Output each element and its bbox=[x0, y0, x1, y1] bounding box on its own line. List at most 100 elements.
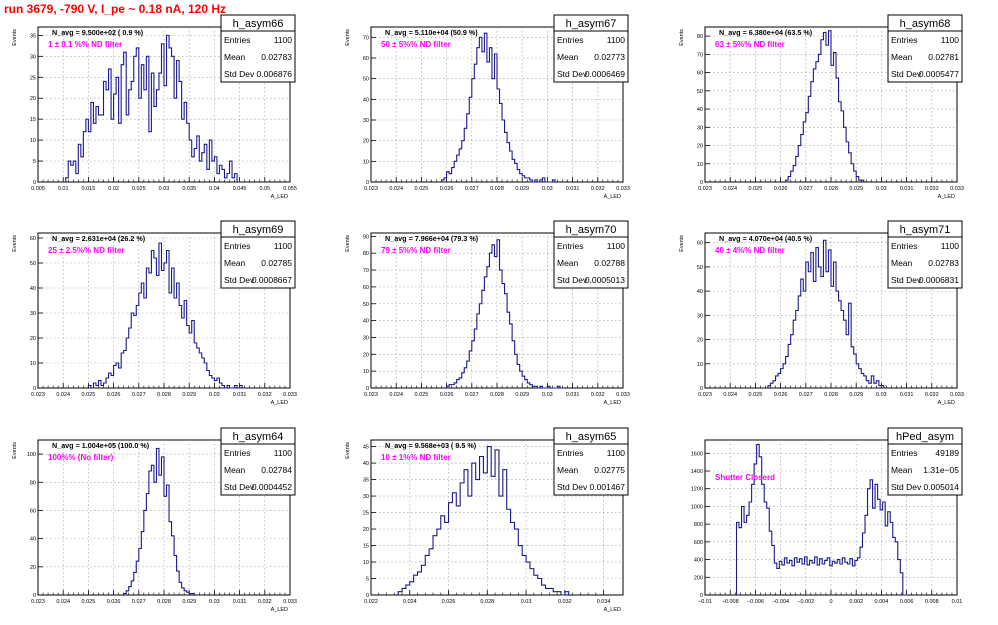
x-tick-label: 0.032 bbox=[258, 599, 272, 605]
x-tick-label: 0.026 bbox=[107, 599, 121, 605]
x-tick-label: 0.05 bbox=[259, 186, 270, 192]
y-tick-label: 10 bbox=[363, 159, 369, 165]
stats-value: 0.02773 bbox=[594, 52, 625, 62]
stats-label: Mean bbox=[557, 52, 579, 62]
x-tick-label: 0.006 bbox=[900, 599, 914, 605]
x-tick-label: 0.03 bbox=[876, 392, 887, 398]
x-tick-label: 0.028 bbox=[824, 392, 838, 398]
x-tick-label: 0.031 bbox=[900, 186, 914, 192]
stats-label: Std Dev bbox=[891, 482, 922, 492]
x-tick-label: 0.025 bbox=[82, 392, 96, 398]
stats-label: Mean bbox=[557, 258, 579, 268]
stats-value: 0.005014 bbox=[924, 482, 960, 492]
x-tick-label: −0.01 bbox=[698, 599, 712, 605]
stats-value: 0.0005477 bbox=[919, 69, 959, 79]
y-tick-label: 20 bbox=[697, 338, 703, 344]
filter-label: Shutter Closerd bbox=[715, 473, 775, 482]
x-tick-label: 0.025 bbox=[82, 599, 96, 605]
y-tick-label: 20 bbox=[30, 96, 36, 102]
stats-label: Entries bbox=[891, 448, 917, 458]
histogram-panel-h_asym68: 0.023 0.024 0.025 0.026 0.027 0.028 0.029 0.03 0… bbox=[679, 14, 964, 200]
navg-label: N_avg = 9.500e+02 ( 0.9 %) bbox=[52, 28, 144, 37]
y-axis-label: Events bbox=[679, 235, 685, 252]
y-tick-label: 20 bbox=[363, 352, 369, 358]
x-tick-label: 0.023 bbox=[364, 392, 378, 398]
y-tick-label: 50 bbox=[30, 261, 36, 267]
y-tick-label: 10 bbox=[697, 162, 703, 168]
x-tick-label: 0.032 bbox=[925, 186, 939, 192]
y-tick-label: 30 bbox=[697, 125, 703, 131]
histogram-panel-h_asym67: 0.023 0.024 0.025 0.026 0.027 0.028 0.029 0.03 0… bbox=[345, 14, 630, 200]
x-axis-label: A_LED bbox=[271, 607, 288, 613]
y-tick-label: 30 bbox=[363, 118, 369, 124]
x-tick-label: 0.027 bbox=[799, 186, 813, 192]
y-tick-label: 0 bbox=[366, 180, 369, 186]
y-tick-label: 5 bbox=[33, 159, 36, 165]
y-tick-label: 400 bbox=[694, 558, 703, 564]
x-tick-label: 0.03 bbox=[876, 186, 887, 192]
stats-label: Mean bbox=[891, 258, 913, 268]
y-tick-label: 0 bbox=[366, 386, 369, 392]
x-tick-label: 0.022 bbox=[364, 599, 378, 605]
stats-title: h_asym71 bbox=[900, 224, 951, 236]
x-tick-label: 0.023 bbox=[364, 186, 378, 192]
x-tick-label: 0.008 bbox=[925, 599, 939, 605]
histogram-panel-h_asym64: 0.023 0.024 0.025 0.026 0.027 0.028 0.029 0.03 0… bbox=[12, 427, 297, 613]
y-tick-label: 25 bbox=[363, 511, 369, 517]
y-tick-label: 20 bbox=[363, 139, 369, 145]
x-tick-label: 0.032 bbox=[925, 392, 939, 398]
stats-value: 1100 bbox=[274, 35, 293, 45]
x-tick-label: 0.027 bbox=[465, 392, 479, 398]
histogram-line bbox=[123, 447, 195, 595]
y-tick-label: 10 bbox=[697, 362, 703, 368]
x-tick-label: 0.04 bbox=[209, 186, 220, 192]
y-tick-label: 20 bbox=[363, 527, 369, 533]
x-tick-label: 0.031 bbox=[566, 186, 580, 192]
x-tick-label: 0.055 bbox=[283, 186, 297, 192]
y-tick-label: 30 bbox=[363, 494, 369, 500]
stats-box bbox=[887, 14, 963, 83]
stats-value: 1100 bbox=[941, 241, 960, 251]
stats-label: Entries bbox=[224, 35, 250, 45]
x-tick-label: 0.033 bbox=[283, 392, 297, 398]
x-tick-label: 0.024 bbox=[723, 392, 737, 398]
histogram-panel-h_asym70: 0.023 0.024 0.025 0.026 0.027 0.028 0.029 0.03 0… bbox=[345, 220, 630, 406]
x-axis-label: A_LED bbox=[938, 194, 955, 200]
y-tick-label: 800 bbox=[694, 522, 703, 528]
x-tick-label: 0.028 bbox=[157, 599, 171, 605]
stats-label: Entries bbox=[557, 448, 583, 458]
x-tick-label: 0.033 bbox=[616, 186, 630, 192]
y-tick-label: 60 bbox=[363, 285, 369, 291]
x-tick-label: 0.025 bbox=[749, 186, 763, 192]
filter-label: 79 ± 5%% ND filter bbox=[381, 246, 451, 255]
x-tick-label: 0.031 bbox=[233, 599, 247, 605]
x-tick-label: 0.029 bbox=[515, 186, 529, 192]
x-tick-label: 0.028 bbox=[157, 392, 171, 398]
x-tick-label: 0.023 bbox=[698, 186, 712, 192]
y-tick-label: 80 bbox=[363, 251, 369, 257]
y-tick-label: 0 bbox=[700, 386, 703, 392]
stats-label: Std Dev bbox=[891, 69, 922, 79]
y-tick-label: 50 bbox=[697, 89, 703, 95]
x-tick-label: 0.026 bbox=[107, 392, 121, 398]
stats-label: Entries bbox=[891, 241, 917, 251]
y-tick-label: 1200 bbox=[691, 487, 703, 493]
x-tick-label: 0.023 bbox=[31, 599, 45, 605]
y-tick-label: 70 bbox=[697, 52, 703, 58]
stats-value: 0.0004452 bbox=[252, 482, 292, 492]
histogram-line bbox=[87, 242, 245, 389]
x-tick-label: −0.006 bbox=[747, 599, 764, 605]
stats-box bbox=[887, 427, 963, 496]
x-tick-label: 0.029 bbox=[849, 186, 863, 192]
y-tick-label: 80 bbox=[30, 480, 36, 486]
x-tick-label: 0.004 bbox=[875, 599, 889, 605]
y-tick-label: 40 bbox=[363, 97, 369, 103]
x-tick-label: 0.025 bbox=[749, 392, 763, 398]
x-tick-label: 0.031 bbox=[233, 392, 247, 398]
y-tick-label: 0 bbox=[33, 386, 36, 392]
y-tick-label: 50 bbox=[363, 77, 369, 83]
x-tick-label: −0.002 bbox=[797, 599, 814, 605]
filter-label: 40 ± 4%% ND filter bbox=[715, 246, 785, 255]
y-tick-label: 600 bbox=[694, 540, 703, 546]
histogram-panel-h_asym66: 0.005 0.01 0.015 0.02 0.025 0.03 0.035 0.04 0.04… bbox=[12, 14, 297, 200]
